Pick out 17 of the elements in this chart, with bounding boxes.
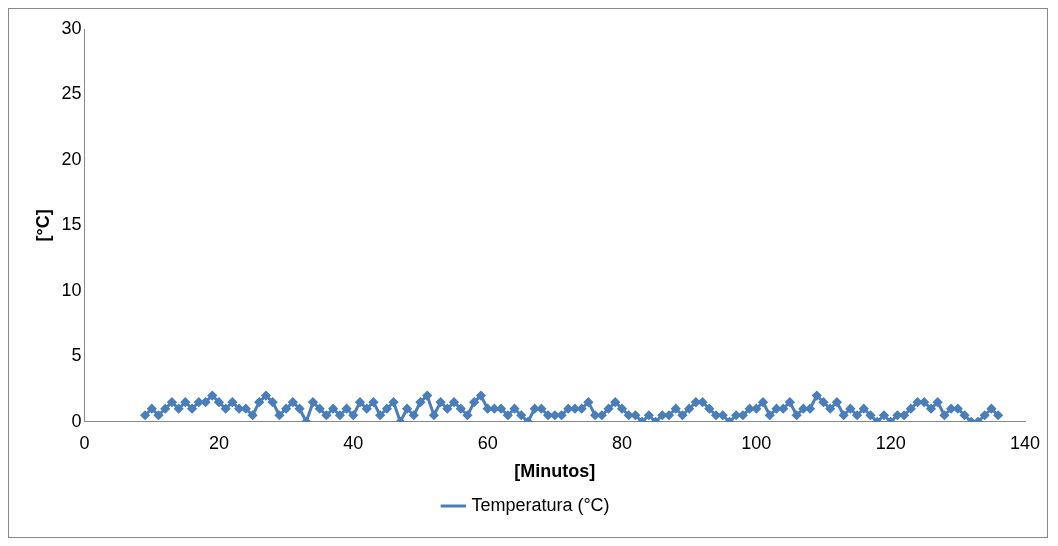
y-axis-title: [°C] <box>32 209 53 242</box>
y-tick-label: 20 <box>61 148 82 169</box>
x-tick-label: 140 <box>1009 432 1041 453</box>
legend-label: Temperatura (°C) <box>471 494 610 515</box>
x-tick-label: 40 <box>343 432 364 453</box>
x-tick-label: 80 <box>611 432 632 453</box>
y-tick-label: 0 <box>71 410 82 431</box>
x-tick-label: 100 <box>741 432 772 453</box>
x-tick-label: 120 <box>875 432 906 453</box>
x-axis-title: [Minutos] <box>514 461 596 482</box>
y-tick-label: 15 <box>61 214 82 235</box>
y-tick-label: 5 <box>71 345 82 366</box>
x-tick-label: 60 <box>477 432 498 453</box>
y-tick-label: 25 <box>61 83 82 104</box>
y-tick-label: 10 <box>61 279 82 300</box>
x-tick-label: 20 <box>208 432 229 453</box>
y-tick-label: 30 <box>61 17 82 38</box>
